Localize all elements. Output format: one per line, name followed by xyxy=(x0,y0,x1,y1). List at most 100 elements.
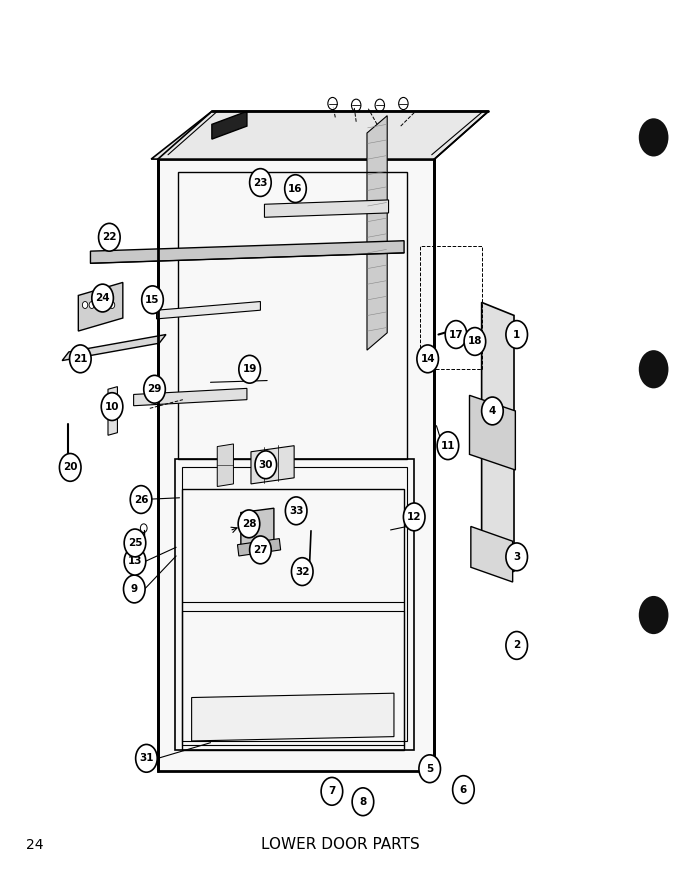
Circle shape xyxy=(99,224,120,251)
Circle shape xyxy=(250,536,271,564)
Circle shape xyxy=(239,356,260,383)
Polygon shape xyxy=(212,111,247,139)
Circle shape xyxy=(506,632,528,659)
Circle shape xyxy=(321,778,343,805)
Polygon shape xyxy=(241,508,274,551)
Circle shape xyxy=(403,503,425,531)
Circle shape xyxy=(506,543,528,571)
Circle shape xyxy=(135,745,157,773)
Circle shape xyxy=(464,328,486,356)
Circle shape xyxy=(143,375,165,403)
Circle shape xyxy=(639,350,668,388)
Circle shape xyxy=(92,284,114,312)
Text: 12: 12 xyxy=(407,512,422,522)
Text: 19: 19 xyxy=(243,364,257,374)
Text: 28: 28 xyxy=(241,519,256,529)
Circle shape xyxy=(417,345,439,372)
Text: 7: 7 xyxy=(328,787,336,796)
Text: 31: 31 xyxy=(139,753,154,763)
Polygon shape xyxy=(251,446,294,484)
Circle shape xyxy=(375,99,384,111)
Circle shape xyxy=(131,486,152,513)
Bar xyxy=(182,611,404,746)
Polygon shape xyxy=(78,282,123,331)
Text: 23: 23 xyxy=(253,177,268,188)
Polygon shape xyxy=(151,111,488,159)
Polygon shape xyxy=(237,538,281,556)
Circle shape xyxy=(639,118,668,156)
Circle shape xyxy=(286,497,307,524)
Circle shape xyxy=(59,454,81,482)
Circle shape xyxy=(238,510,260,538)
Circle shape xyxy=(639,596,668,635)
Text: 17: 17 xyxy=(449,329,463,339)
Text: 22: 22 xyxy=(102,232,116,242)
Text: 3: 3 xyxy=(513,551,520,562)
Polygon shape xyxy=(192,693,394,741)
Text: 20: 20 xyxy=(63,462,78,472)
Circle shape xyxy=(437,432,459,460)
Text: 11: 11 xyxy=(441,440,455,451)
Circle shape xyxy=(292,558,313,586)
Circle shape xyxy=(109,302,115,309)
Circle shape xyxy=(419,755,441,782)
Circle shape xyxy=(141,286,163,314)
Text: 30: 30 xyxy=(258,460,273,470)
Text: 2: 2 xyxy=(513,641,520,650)
Polygon shape xyxy=(471,526,513,582)
Text: 10: 10 xyxy=(105,402,119,412)
Polygon shape xyxy=(108,386,118,435)
Polygon shape xyxy=(481,302,514,572)
Text: 32: 32 xyxy=(295,566,309,577)
Text: 16: 16 xyxy=(288,184,303,194)
Circle shape xyxy=(103,302,108,309)
Circle shape xyxy=(124,575,145,603)
Bar xyxy=(178,172,407,459)
Text: 27: 27 xyxy=(253,545,268,555)
Text: 29: 29 xyxy=(148,385,162,394)
Circle shape xyxy=(101,392,123,420)
Circle shape xyxy=(398,97,408,109)
Text: 15: 15 xyxy=(146,295,160,305)
Circle shape xyxy=(140,524,147,532)
Circle shape xyxy=(481,397,503,425)
Polygon shape xyxy=(469,395,515,470)
Bar xyxy=(182,489,404,750)
Text: 1: 1 xyxy=(513,329,520,339)
Circle shape xyxy=(445,321,466,349)
Circle shape xyxy=(287,509,296,521)
Circle shape xyxy=(328,97,337,109)
Polygon shape xyxy=(217,444,233,487)
Circle shape xyxy=(506,321,528,349)
Circle shape xyxy=(352,99,361,111)
Polygon shape xyxy=(265,200,388,218)
Polygon shape xyxy=(367,115,387,350)
Polygon shape xyxy=(62,335,166,361)
Text: LOWER DOOR PARTS: LOWER DOOR PARTS xyxy=(260,837,420,852)
Circle shape xyxy=(96,302,101,309)
Text: 6: 6 xyxy=(460,785,467,794)
Text: 14: 14 xyxy=(420,354,435,364)
Text: 26: 26 xyxy=(134,495,148,504)
Text: 33: 33 xyxy=(289,506,303,516)
Circle shape xyxy=(250,169,271,197)
Text: 13: 13 xyxy=(128,556,142,566)
Circle shape xyxy=(64,465,72,475)
Circle shape xyxy=(255,451,277,479)
Polygon shape xyxy=(156,302,260,319)
Circle shape xyxy=(89,302,95,309)
Circle shape xyxy=(453,776,474,803)
Text: 18: 18 xyxy=(468,336,482,346)
Circle shape xyxy=(82,302,88,309)
Text: 9: 9 xyxy=(131,584,138,594)
Text: 4: 4 xyxy=(489,406,496,416)
Bar xyxy=(182,468,407,741)
Bar xyxy=(420,246,481,369)
Circle shape xyxy=(285,175,306,203)
Text: 24: 24 xyxy=(27,838,44,852)
Text: 8: 8 xyxy=(359,797,367,807)
Bar xyxy=(175,459,414,750)
Circle shape xyxy=(124,529,146,557)
Polygon shape xyxy=(90,240,404,263)
Text: 25: 25 xyxy=(128,538,142,548)
